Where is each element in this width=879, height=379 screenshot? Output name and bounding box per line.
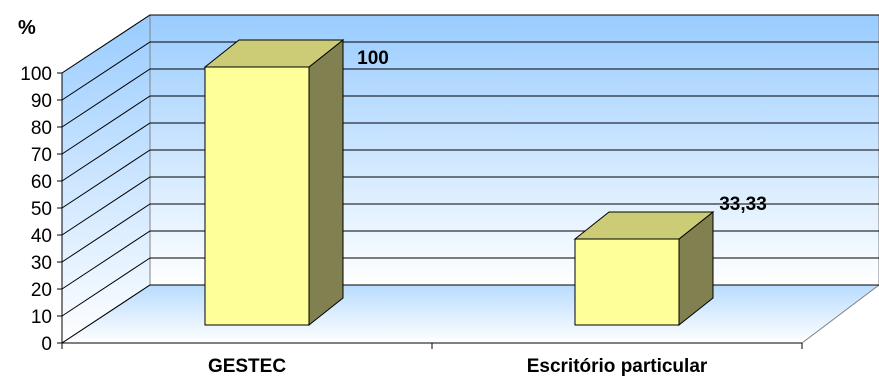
bar-side [308,38,344,327]
data-label: 33,33 [719,194,767,215]
x-axis-labels: GESTEC Escritório particular [208,356,708,377]
y-tick-label: 30 [31,253,52,274]
bar-2: 33,33 [573,194,767,327]
y-tick-label: 90 [31,91,52,112]
y-axis-unit-label: % [18,17,36,39]
category-label: Escritório particular [527,356,708,377]
category-label: GESTEC [208,356,286,377]
gridline [61,68,879,128]
y-tick-label: 20 [31,280,52,301]
bars: 100 33,33 [203,38,767,327]
y-tick-label: 70 [31,145,52,166]
y-tick-label: 100 [20,64,52,85]
bar-front [204,66,310,326]
y-tick-label: 60 [31,172,52,193]
y-tick-label: 80 [31,118,52,139]
floor [60,284,879,344]
gridline [61,122,879,182]
gridlines [61,14,879,344]
y-tick-label: 40 [31,226,52,247]
y-tick-label: 50 [31,199,52,220]
gridline [61,176,879,236]
gridline [61,203,879,263]
y-tick-label: 10 [31,307,52,328]
bar-front [574,238,680,326]
chart-walls [60,14,879,344]
y-tick-label: 0 [41,334,52,355]
y-axis-ticks: 0 10 20 30 40 50 60 70 80 90 100 [20,64,62,355]
gridline [61,41,879,101]
bar-1: 100 [203,38,389,327]
data-label: 100 [357,48,389,69]
gridline [61,14,879,74]
gridline [61,95,879,155]
gridline [61,149,879,209]
